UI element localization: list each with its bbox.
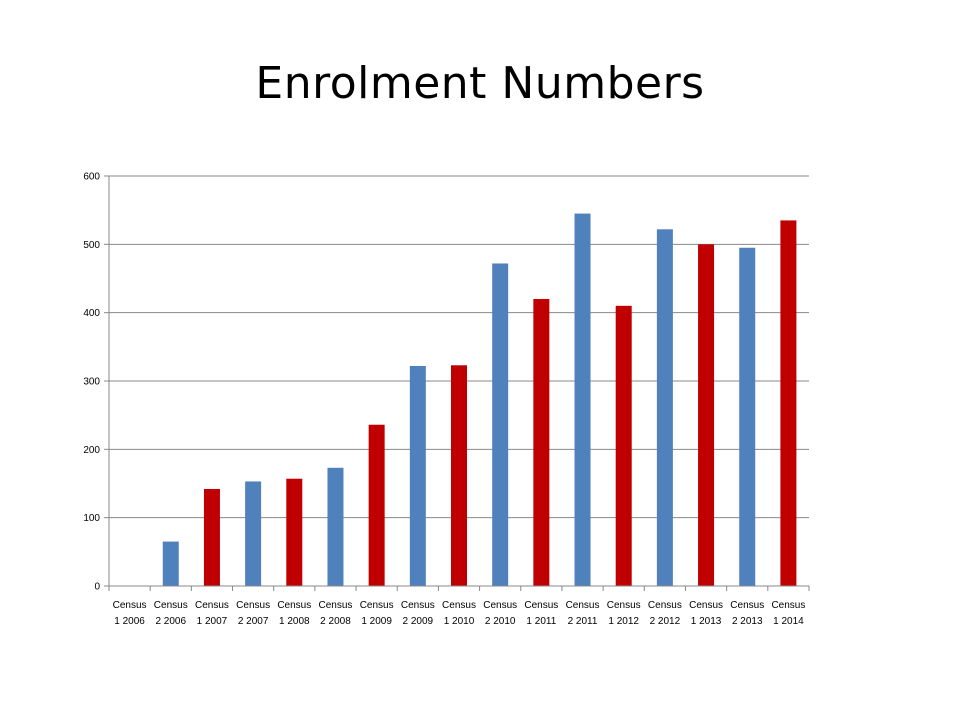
x-tick-label-line: Census bbox=[236, 600, 270, 611]
bar bbox=[451, 365, 467, 586]
x-tick-label-line: 1 2009 bbox=[361, 616, 392, 627]
x-tick-label: Census 1 2013 bbox=[689, 600, 723, 627]
x-tick-label-line: 1 2007 bbox=[197, 616, 228, 627]
bar bbox=[286, 478, 303, 586]
x-tick-label: Census 2 2009 bbox=[401, 600, 435, 627]
x-tick-label-line: Census bbox=[401, 600, 435, 611]
x-tick-label-line: 2 2006 bbox=[155, 616, 186, 627]
bar bbox=[162, 541, 179, 586]
y-tick-label: 0 bbox=[94, 582, 100, 593]
x-tick-label-line: 1 2008 bbox=[279, 616, 310, 627]
y-tick-label: 100 bbox=[83, 513, 100, 524]
x-tick-label-line: 1 2012 bbox=[608, 616, 639, 627]
x-tick-label-line: Census bbox=[607, 600, 641, 611]
x-tick-label: Census 2 2013 bbox=[730, 600, 764, 627]
bar bbox=[327, 467, 344, 586]
bar bbox=[656, 229, 673, 587]
x-tick-label: Census 2 2007 bbox=[236, 600, 270, 627]
x-tick-label: Census 1 2012 bbox=[607, 600, 641, 627]
x-tick-label-line: 2 2010 bbox=[485, 616, 516, 627]
x-tick-label-line: Census bbox=[442, 600, 476, 611]
y-tick-label: 200 bbox=[83, 445, 100, 456]
x-tick-label-line: Census bbox=[195, 600, 229, 611]
bar bbox=[245, 481, 262, 586]
x-tick-label-line: 2 2012 bbox=[650, 616, 681, 627]
bar bbox=[203, 488, 220, 586]
x-tick-label: Census 2 2006 bbox=[154, 600, 188, 627]
x-tick-label-line: 2 2007 bbox=[238, 616, 269, 627]
x-tick-label-line: 1 2011 bbox=[526, 616, 556, 627]
bar bbox=[574, 213, 591, 587]
bar bbox=[492, 263, 509, 586]
bar bbox=[368, 424, 385, 586]
x-tick-label-line: 2 2008 bbox=[320, 616, 351, 627]
x-tick-label-line: Census bbox=[483, 600, 517, 611]
x-tick-label-line: Census bbox=[360, 600, 394, 611]
y-tick-label: 300 bbox=[83, 377, 100, 388]
x-tick-label-line: Census bbox=[154, 600, 188, 611]
bar bbox=[698, 244, 715, 587]
y-tick-label: 400 bbox=[83, 308, 100, 319]
x-tick-label-line: Census bbox=[566, 600, 600, 611]
axes bbox=[104, 175, 810, 591]
x-tick-label: Census 2 2010 bbox=[483, 600, 517, 627]
y-tick-label: 600 bbox=[83, 172, 100, 183]
x-tick-label: Census 1 2007 bbox=[195, 600, 229, 627]
bar bbox=[780, 220, 797, 586]
x-tick-label-line: Census bbox=[771, 600, 805, 611]
x-tick-label-line: Census bbox=[730, 600, 764, 611]
x-tick-label: Census 1 2014 bbox=[771, 600, 805, 627]
y-tick-label: 500 bbox=[83, 240, 100, 251]
x-tick-label: Census 1 2011 bbox=[524, 600, 558, 627]
bars bbox=[162, 213, 797, 587]
bar bbox=[533, 299, 550, 586]
x-tick-label-line: 2 2009 bbox=[403, 616, 434, 627]
x-tick-label-line: 2 2011 bbox=[568, 616, 598, 627]
x-tick-label: Census 2 2008 bbox=[319, 600, 353, 627]
x-tick-label: Census 2 2011 bbox=[566, 600, 600, 627]
x-tick-label-line: Census bbox=[648, 600, 682, 611]
x-tick-label: Census 1 2006 bbox=[113, 600, 147, 627]
x-tick-label: Census 1 2009 bbox=[360, 600, 394, 627]
x-tick-label-line: Census bbox=[524, 600, 558, 611]
x-tick-label-line: Census bbox=[319, 600, 353, 611]
x-tick-label-line: Census bbox=[689, 600, 723, 611]
x-tick-label-line: Census bbox=[113, 600, 147, 611]
x-tick-label: Census 1 2008 bbox=[277, 600, 311, 627]
x-tick-label-line: 1 2014 bbox=[773, 616, 804, 627]
x-tick-label: Census 1 2010 bbox=[442, 600, 476, 627]
x-tick-label-line: Census bbox=[277, 600, 311, 611]
x-tick-label-line: 1 2010 bbox=[444, 616, 475, 627]
bar bbox=[739, 247, 756, 586]
x-tick-label-line: 2 2013 bbox=[732, 616, 763, 627]
bar bbox=[615, 305, 632, 586]
x-tick-label-line: 1 2006 bbox=[114, 616, 145, 627]
bar bbox=[409, 365, 426, 586]
x-tick-label-line: 1 2013 bbox=[691, 616, 722, 627]
slide-title: Enrolment Numbers bbox=[255, 58, 705, 109]
x-tick-label: Census 2 2012 bbox=[648, 600, 682, 627]
y-axis-tick-labels: 0 100 200 300 400 500 600 bbox=[83, 172, 100, 593]
